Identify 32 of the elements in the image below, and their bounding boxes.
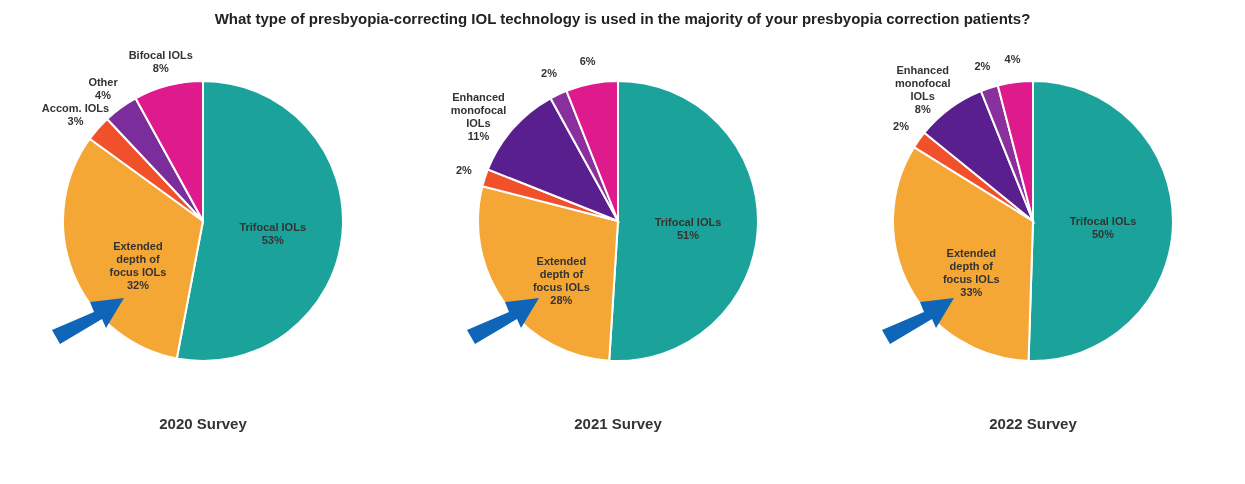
data-label: 53% [261, 233, 284, 246]
data-label: 8% [914, 103, 931, 116]
slice-label: Trifocal IOLs [238, 220, 306, 233]
slice-label: Extended depth of focus IOLs [532, 255, 590, 294]
data-label: 28% [549, 294, 573, 307]
data-label: 32% [126, 278, 149, 291]
slice-label: Other [87, 76, 118, 89]
text: 2022 Survey [988, 415, 1077, 432]
slice-label: Trifocal IOLs [654, 216, 721, 229]
data-label: 11% [467, 130, 489, 142]
data-label: 2% [455, 163, 472, 176]
slice-label: Enhanced monofocal IOLs [894, 64, 951, 103]
slice-label: Enhanced monofocal IOLs [450, 91, 506, 129]
text: What type of presbyopia-correcting IOL technology is used in the majority of your presbyopia correction patients? [213, 10, 1032, 27]
slice-label: Bifocal IOLs [128, 49, 193, 62]
text: 2020 Survey [158, 415, 247, 432]
data-label: 4% [94, 89, 111, 102]
slice-label: Extended depth of focus IOLs [942, 247, 1000, 286]
data-label: 6% [579, 54, 596, 67]
slice-label: Trifocal IOLs [1069, 215, 1136, 228]
data-label: 33% [959, 286, 983, 299]
data-label: 4% [1004, 53, 1021, 66]
data-label: 8% [152, 62, 169, 75]
slice-label: Accom. IOLs [41, 101, 109, 114]
slice-label: Extended depth of focus IOLs [108, 239, 166, 278]
data-label: 50% [1091, 228, 1114, 241]
data-label: 2% [540, 67, 557, 80]
data-label: 51% [676, 229, 699, 242]
text: 2021 Survey [573, 415, 662, 432]
data-label: 3% [67, 114, 84, 127]
data-label: 2% [974, 60, 991, 73]
data-label: 2% [892, 120, 909, 133]
